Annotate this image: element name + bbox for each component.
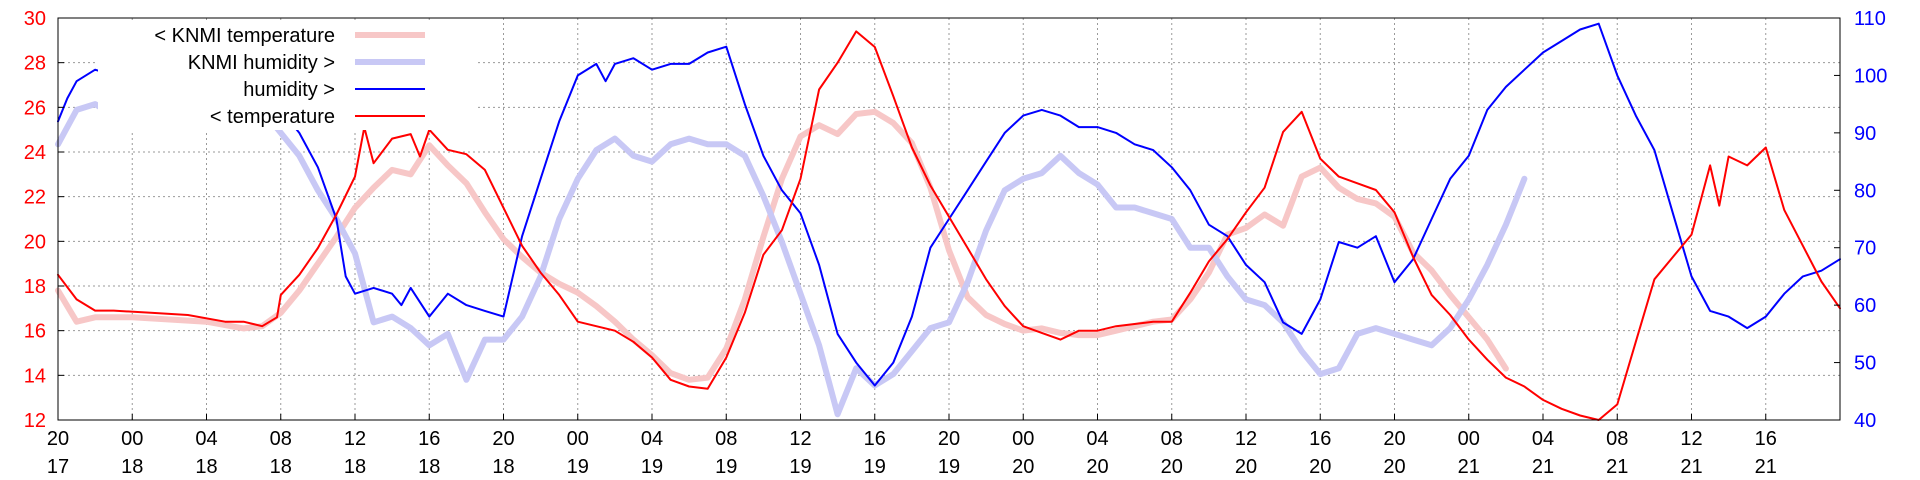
- x-tick-label-day: 19: [715, 456, 737, 478]
- x-tick-label-day: 20: [1309, 456, 1331, 478]
- x-tick-label-day: 19: [567, 456, 589, 478]
- x-tick-label-day: 18: [195, 456, 217, 478]
- y-right-tick-label: 70: [1854, 238, 1876, 260]
- x-tick-label-hour: 04: [641, 428, 663, 450]
- legend-label: KNMI humidity >: [188, 52, 335, 74]
- x-tick-label-day: 18: [418, 456, 440, 478]
- y-left-tick-label: 22: [24, 187, 46, 209]
- x-tick-label-hour: 16: [1755, 428, 1777, 450]
- x-tick-label-hour: 04: [1086, 428, 1108, 450]
- series-line-0: [55, 108, 1509, 383]
- series-line-2: [57, 22, 1841, 387]
- x-tick-label-hour: 12: [1680, 428, 1702, 450]
- y-left-tick-label: 12: [24, 410, 46, 432]
- x-tick-label-day: 21: [1532, 456, 1554, 478]
- axes-layer: 12 14 16 18 20 22 24 26 28 30 40 50 60 70 80 90 100 110 20…: [24, 8, 1888, 478]
- x-tick-label-hour: 00: [1012, 428, 1034, 450]
- legend-label: < KNMI temperature: [154, 25, 335, 47]
- y-left-tick-label: 14: [24, 365, 46, 387]
- x-tick-label-hour: 08: [1606, 428, 1628, 450]
- x-tick-label-day: 19: [938, 456, 960, 478]
- y-left-tick-label: 20: [24, 231, 46, 253]
- y-right-tick-label: 50: [1854, 353, 1876, 375]
- x-tick-label-hour: 16: [864, 428, 886, 450]
- legend-background: [98, 20, 478, 130]
- x-tick-label-day: 20: [1086, 456, 1108, 478]
- y-right-tick-label: 80: [1854, 180, 1876, 202]
- x-tick-label-hour: 16: [418, 428, 440, 450]
- x-tick-label-hour: 04: [1532, 428, 1554, 450]
- x-tick-label-day: 20: [1383, 456, 1405, 478]
- x-tick-label-day: 20: [1161, 456, 1183, 478]
- x-tick-label-day: 19: [641, 456, 663, 478]
- y-right-tick-label: 100: [1854, 65, 1887, 87]
- x-tick-label-hour: 12: [1235, 428, 1257, 450]
- y-left-tick-label: 18: [24, 276, 46, 298]
- y-left-tick-label: 16: [24, 321, 46, 343]
- x-tick-label-day: 18: [270, 456, 292, 478]
- x-tick-label-day: 21: [1755, 456, 1777, 478]
- x-tick-label-day: 21: [1606, 456, 1628, 478]
- y-left-tick-label: 24: [24, 142, 46, 164]
- y-right-tick-label: 60: [1854, 295, 1876, 317]
- x-tick-label-hour: 20: [938, 428, 960, 450]
- y-left-tick-label: 30: [24, 8, 46, 30]
- y-right-tick-label: 90: [1854, 123, 1876, 145]
- x-tick-label-day: 19: [789, 456, 811, 478]
- x-tick-label-hour: 12: [344, 428, 366, 450]
- legend: < KNMI temperature KNMI humidity > humidit…: [98, 20, 478, 130]
- x-tick-label-hour: 04: [195, 428, 217, 450]
- x-tick-label-hour: 16: [1309, 428, 1331, 450]
- series-layer: [55, 22, 1841, 421]
- x-tick-label-hour: 00: [1458, 428, 1480, 450]
- x-tick-label-hour: 20: [47, 428, 69, 450]
- x-tick-label-day: 19: [864, 456, 886, 478]
- x-tick-label-hour: 08: [715, 428, 737, 450]
- x-tick-label-day: 17: [47, 456, 69, 478]
- x-tick-label-hour: 08: [270, 428, 292, 450]
- x-tick-label-hour: 00: [567, 428, 589, 450]
- x-tick-label-hour: 00: [121, 428, 143, 450]
- y-right-tick-label: 40: [1854, 410, 1876, 432]
- x-tick-label-hour: 20: [1383, 428, 1405, 450]
- series-line-1: [55, 95, 1528, 418]
- y-left-tick-label: 28: [24, 53, 46, 75]
- x-tick-label-day: 18: [121, 456, 143, 478]
- x-tick-label-hour: 12: [789, 428, 811, 450]
- x-tick-label-day: 18: [492, 456, 514, 478]
- x-tick-label-day: 20: [1012, 456, 1034, 478]
- series-line-3: [57, 30, 1841, 421]
- x-tick-label-day: 18: [344, 456, 366, 478]
- y-right-tick-label: 110: [1854, 8, 1886, 30]
- legend-label: < temperature: [210, 106, 335, 128]
- x-tick-label-day: 21: [1458, 456, 1480, 478]
- legend-label: humidity >: [243, 79, 335, 101]
- x-tick-label-hour: 08: [1161, 428, 1183, 450]
- x-tick-label-hour: 20: [492, 428, 514, 450]
- y-left-tick-label: 26: [24, 97, 46, 119]
- x-tick-label-day: 21: [1680, 456, 1702, 478]
- x-tick-label-day: 20: [1235, 456, 1257, 478]
